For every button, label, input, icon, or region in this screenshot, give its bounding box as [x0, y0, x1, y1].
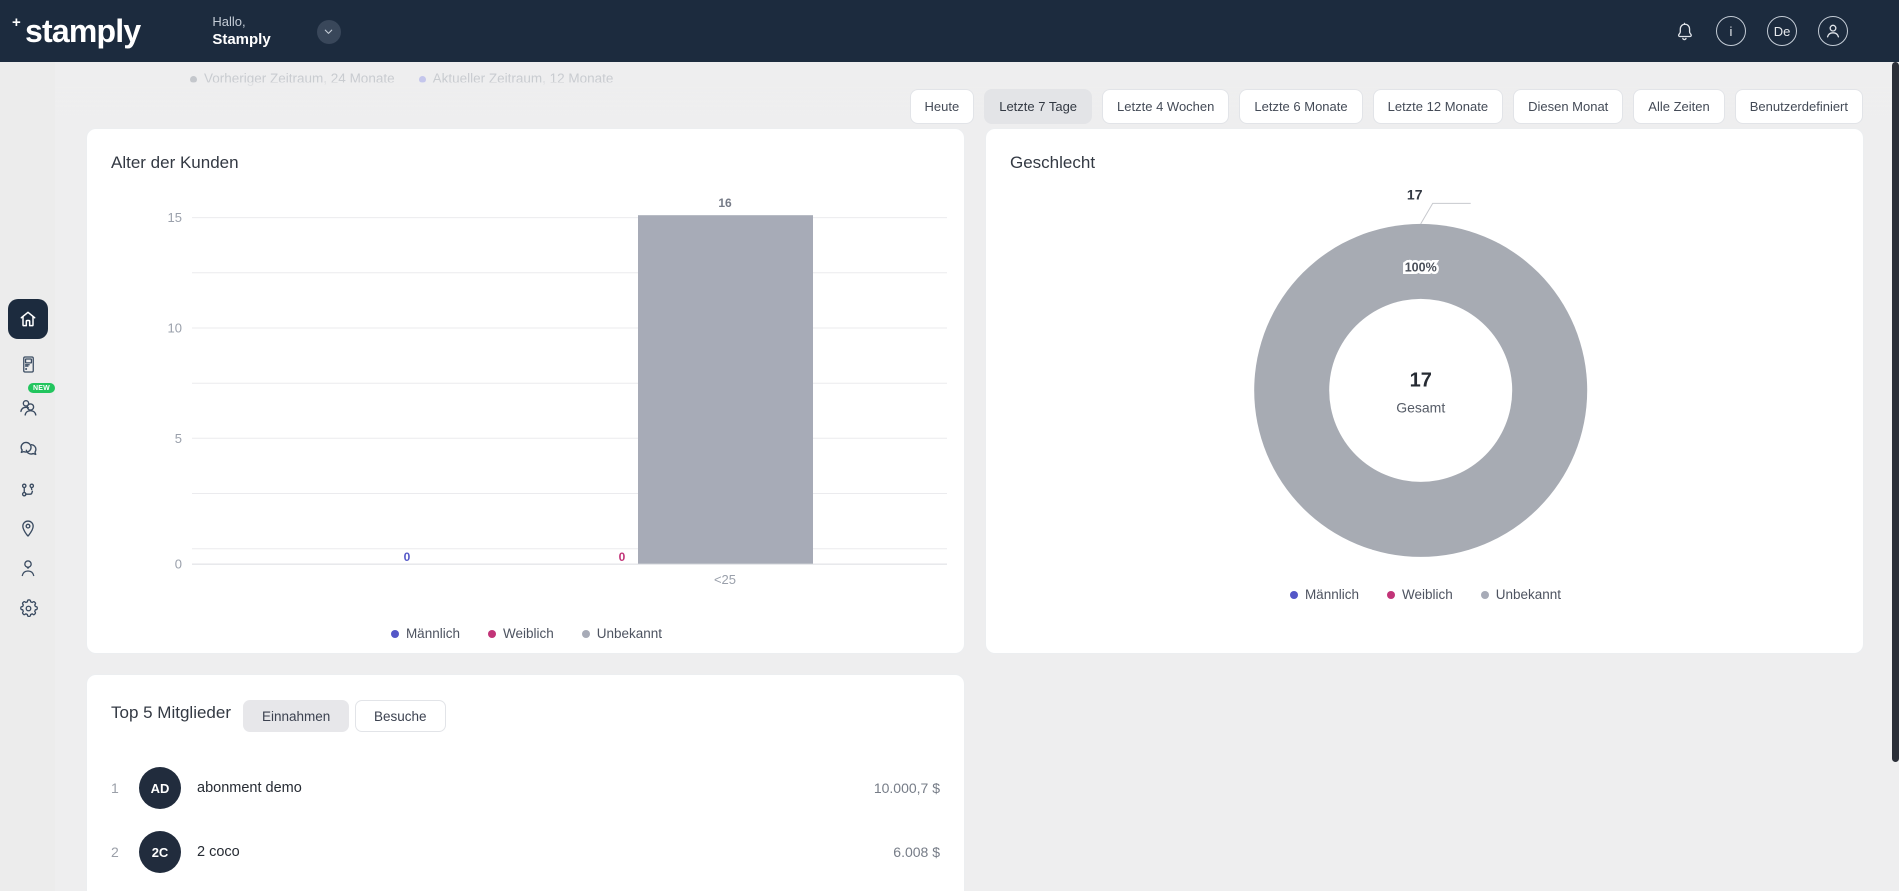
- svg-text:<25: <25: [714, 572, 736, 587]
- svg-text:10: 10: [168, 321, 182, 336]
- svg-text:16: 16: [718, 196, 732, 210]
- svg-text:5: 5: [175, 431, 182, 446]
- svg-text:15: 15: [168, 210, 182, 225]
- svg-text:0: 0: [619, 550, 626, 564]
- svg-text:Gesamt: Gesamt: [1396, 399, 1445, 415]
- svg-text:17: 17: [1410, 369, 1432, 391]
- svg-text:0: 0: [175, 557, 182, 572]
- svg-text:100%: 100%: [1405, 260, 1437, 274]
- svg-text:17: 17: [1407, 186, 1423, 202]
- svg-text:0: 0: [404, 550, 411, 564]
